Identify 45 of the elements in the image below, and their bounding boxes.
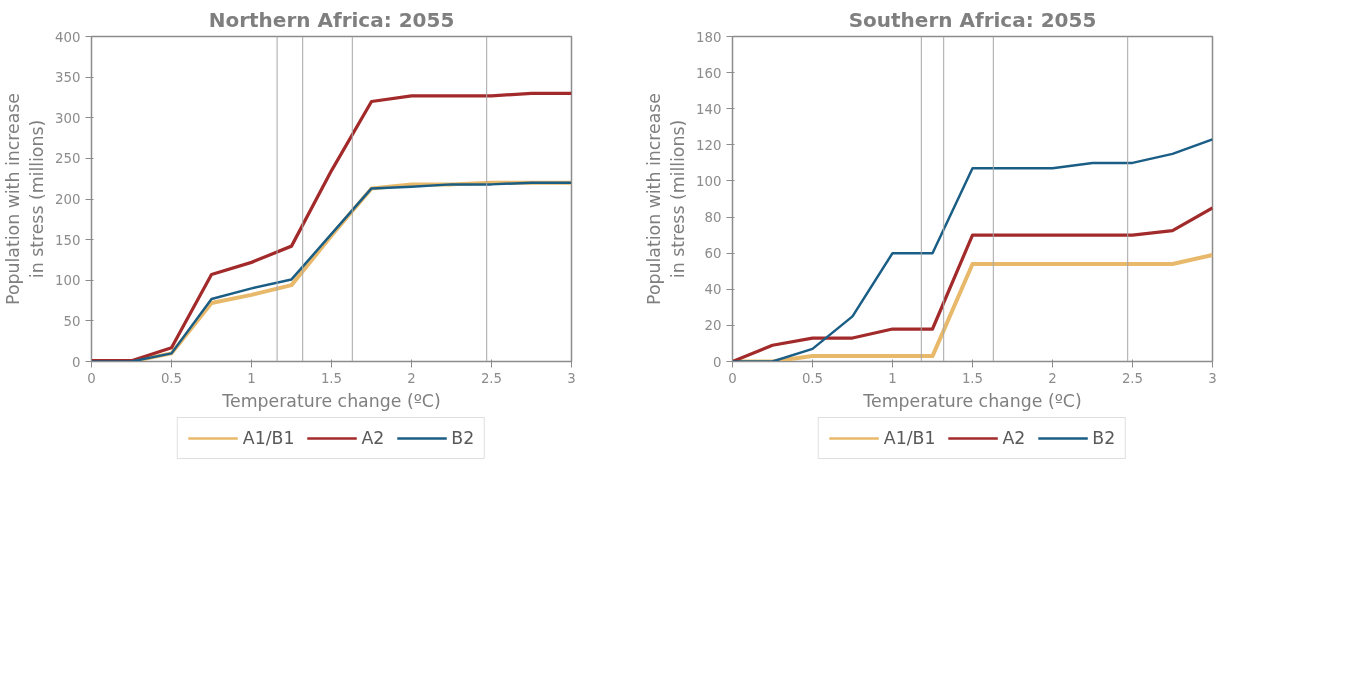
chart-title: Northern Africa: 2055 bbox=[208, 7, 455, 32]
y-tick-label: 20 bbox=[704, 318, 722, 334]
x-tick-label: 0 bbox=[87, 370, 96, 386]
x-axis-title: Temperature change (ºC) bbox=[221, 390, 441, 411]
y-tick-label: 0 bbox=[72, 354, 81, 370]
y-tick-label: 120 bbox=[696, 137, 722, 153]
x-tick-label: 0.5 bbox=[801, 370, 824, 386]
x-tick-label: 3 bbox=[567, 370, 576, 386]
y-tick-label: 40 bbox=[704, 282, 722, 298]
x-tick-label: 0 bbox=[728, 370, 737, 386]
x-tick-label: 1 bbox=[888, 370, 897, 386]
x-tick-label: 2 bbox=[1048, 370, 1057, 386]
y-tick-label: 100 bbox=[55, 273, 81, 289]
y-tick-label: 180 bbox=[696, 29, 722, 45]
legend-label: A1/B1 bbox=[242, 428, 295, 448]
x-tick-label: 1.5 bbox=[320, 370, 343, 386]
x-axis-title: Temperature change (ºC) bbox=[862, 390, 1082, 411]
y-tick-label: 0 bbox=[713, 354, 722, 370]
y-tick-label: 140 bbox=[696, 101, 722, 117]
x-tick-label: 0.5 bbox=[160, 370, 183, 386]
y-tick-label: 150 bbox=[55, 232, 81, 248]
legend-label: B2 bbox=[1092, 428, 1116, 448]
x-tick-label: 1 bbox=[247, 370, 256, 386]
x-tick-label: 1.5 bbox=[961, 370, 984, 386]
y-tick-label: 250 bbox=[55, 151, 81, 167]
y-tick-label: 160 bbox=[696, 65, 722, 81]
legend-label: A1/B1 bbox=[883, 428, 936, 448]
y-axis-title: Population with increase in stress (millions) bbox=[644, 93, 689, 305]
y-axis-title: Population with increase in stress (millions) bbox=[3, 93, 48, 305]
y-tick-label: 60 bbox=[704, 246, 722, 262]
y-tick-label: 400 bbox=[55, 29, 81, 45]
x-tick-label: 3 bbox=[1208, 370, 1217, 386]
x-tick-label: 2 bbox=[407, 370, 416, 386]
y-tick-label: 300 bbox=[55, 110, 81, 126]
y-tick-label: 350 bbox=[55, 70, 81, 86]
y-tick-label: 80 bbox=[704, 210, 722, 226]
legend-label: A2 bbox=[1002, 428, 1026, 448]
legend-label: A2 bbox=[361, 428, 385, 448]
legend-label: B2 bbox=[451, 428, 475, 448]
x-tick-label: 2.5 bbox=[1121, 370, 1144, 386]
y-tick-label: 100 bbox=[696, 173, 722, 189]
x-tick-label: 2.5 bbox=[480, 370, 503, 386]
y-tick-label: 200 bbox=[55, 192, 81, 207]
chart-title: Southern Africa: 2055 bbox=[848, 7, 1097, 32]
y-tick-label: 50 bbox=[63, 313, 81, 329]
